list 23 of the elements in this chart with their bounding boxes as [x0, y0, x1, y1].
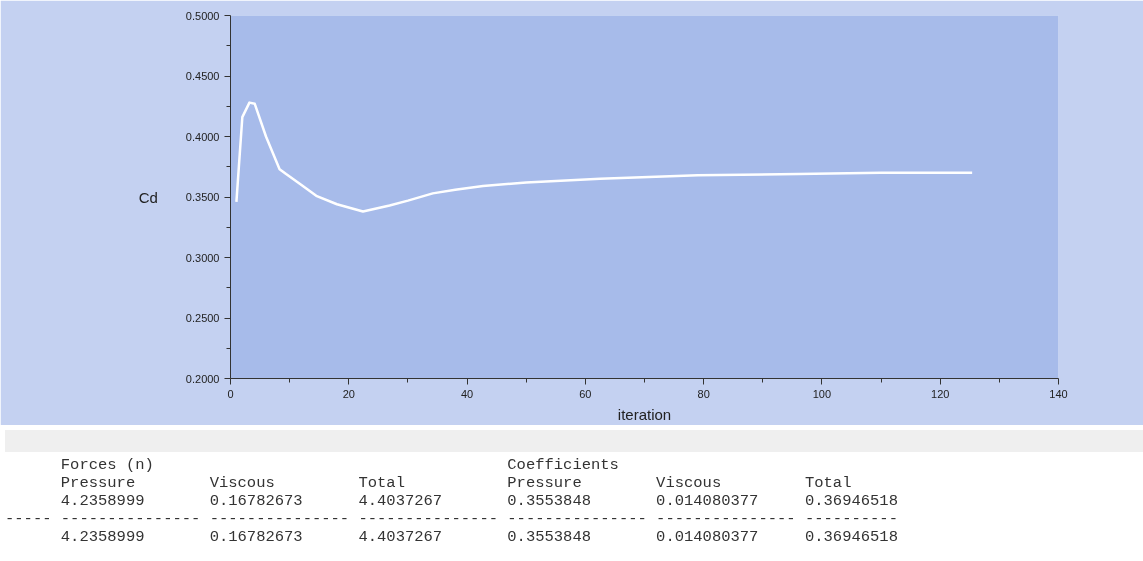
x-tick-label: 100	[812, 387, 832, 400]
y-tick-label: 0.3500	[185, 191, 220, 203]
x-tick-label: 40	[460, 387, 474, 400]
y-tick-label: 0.5000	[185, 9, 220, 22]
text: ----- --------------- --------------- --------------- --------------- --------------- ----------	[5, 510, 898, 528]
x-tick-label: 0	[227, 387, 234, 400]
x-tick-label: 140	[1049, 387, 1068, 400]
x-tick-label: 20	[342, 387, 355, 400]
x-axis-title: iteration	[617, 405, 672, 423]
x-tick-label: 60	[579, 387, 592, 400]
y-tick-label: 0.2500	[185, 312, 220, 324]
text: 4.2358999 0.16782673 4.4037267 0.3553848 0.014080377 0.36946518	[60, 492, 898, 510]
y-tick-label: 0.2000	[185, 372, 220, 385]
y-tick-label: 0.4000	[185, 130, 220, 143]
line-series	[235, 101, 974, 213]
text: 4.2358999 0.16782673 4.4037267 0.3553848 0.014080377 0.36946518	[60, 528, 898, 546]
y-axis-title: Cd	[138, 188, 158, 206]
text: Pressure Viscous Total Pressure Viscous Total	[60, 474, 852, 492]
text: Forces (n) Coefficients	[60, 456, 619, 474]
x-tick-label: 80	[697, 387, 710, 400]
y-tick-label: 0.3000	[185, 251, 220, 264]
y-tick-label: 0.4500	[185, 70, 220, 82]
x-tick-label: 120	[931, 387, 950, 400]
